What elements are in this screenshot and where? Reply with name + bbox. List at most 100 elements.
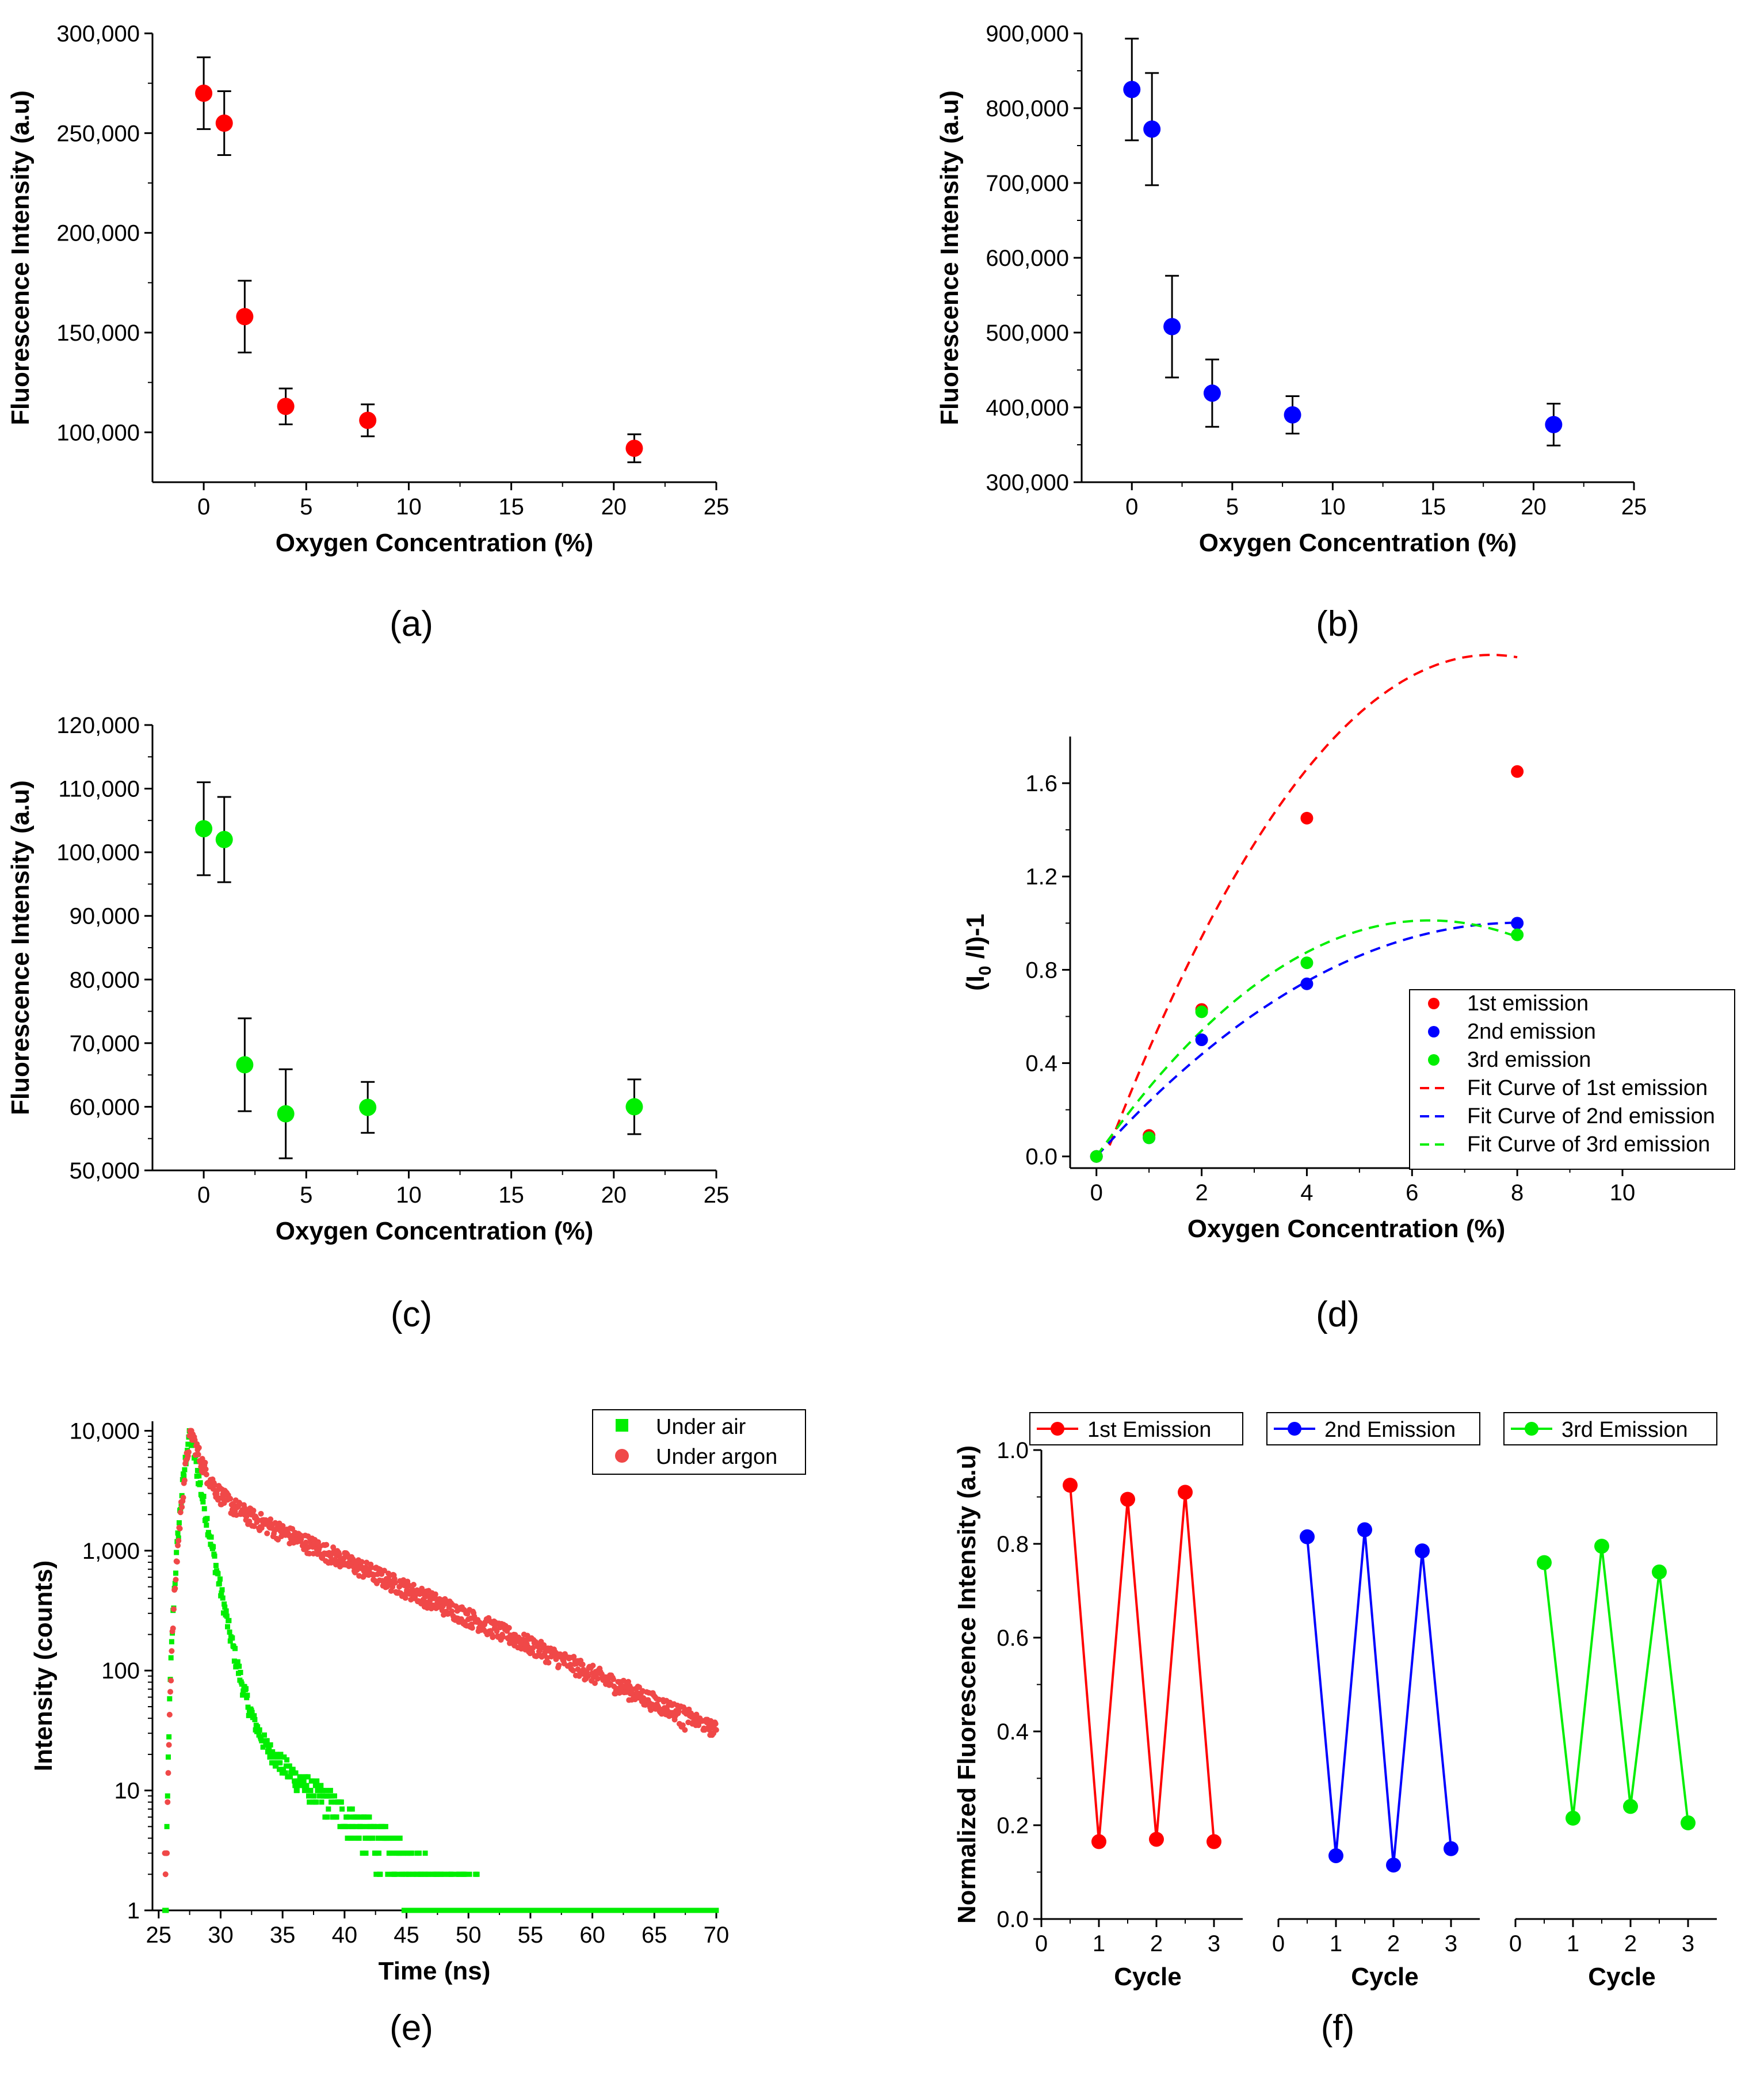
y-axis-title: Normalized Fluorescence Intensity (a.u) [953,1445,981,1924]
data-point [168,1655,174,1661]
data-point [306,1550,312,1556]
data-point [267,1754,273,1760]
x-tick-label: 70 [704,1922,730,1948]
data-point [1149,1832,1164,1847]
data-point [1091,1834,1106,1849]
data-point [167,1689,174,1695]
data-point [261,1732,267,1738]
data-point [408,1851,414,1856]
data-point [334,1814,339,1820]
data-point [490,1634,496,1641]
data-point [227,1629,232,1635]
data-point [219,1587,225,1593]
data-point [197,1480,203,1486]
data-point [385,1871,391,1877]
data-point [169,1648,175,1654]
x-tick-label: 2 [1624,1931,1637,1956]
data-point [287,1763,292,1769]
legend-label: Under argon [656,1445,777,1469]
panel-d: 0 2 4 6 8 10 0.0 0.4 0.8 1.2 1.6 Oxygen Concentrati… [961,654,1735,1243]
data-point [236,1056,254,1074]
y-tick-label: 150,000 [56,321,140,346]
panel-f: 0.0 0.2 0.4 0.6 0.8 1.0 Normalized Fluorescenc… [953,1412,1717,1991]
y-tick-label: 0.4 [1025,1051,1057,1077]
legend-box [1503,1412,1717,1445]
data-point [360,1851,365,1856]
data-point [1566,1810,1580,1826]
data-point [304,1788,310,1794]
data-point [164,1850,170,1856]
legend-marker [1051,1422,1064,1436]
data-point [402,1907,408,1913]
data-point [300,1783,306,1788]
data-point [246,1712,251,1718]
data-point [281,1754,287,1760]
data-point [172,1585,178,1592]
series-line [1069,1485,1215,1842]
data-point [298,1778,304,1784]
data-point [170,1625,176,1631]
x-tick-label: 30 [208,1922,234,1948]
data-point [375,1836,381,1841]
x-tick-label: 5 [1226,494,1239,520]
x-axis-title: Cycle [1114,1963,1181,1991]
x-tick-label: 10 [396,494,422,520]
x-tick-label: 10 [1320,494,1346,520]
data-point [175,1538,182,1544]
x-tick-label: 3 [1445,1931,1457,1956]
x-tick-label: 50 [456,1922,482,1948]
data-point [230,1635,235,1641]
data-point [165,1793,170,1799]
y-tick-label: 400,000 [986,395,1069,421]
data-point [175,1530,181,1536]
x-tick-label: 0 [197,494,210,520]
legend-marker [1428,998,1440,1009]
data-point [326,1806,331,1812]
data-point [186,1449,192,1455]
data-point [682,1727,688,1733]
x-tick-label: 15 [498,1182,524,1208]
data-point [193,1459,199,1464]
data-point [208,1534,214,1540]
panel-a-label: (a) [390,604,433,644]
data-point [410,1581,417,1588]
data-point [166,1711,173,1718]
x-tick-label: 5 [300,1182,312,1208]
data-point [713,1907,719,1913]
data-point [270,1749,276,1754]
data-point [168,1677,174,1684]
y-tick-label: 90,000 [70,904,140,929]
data-point [284,1757,290,1762]
data-point [359,411,377,429]
x-tick-label: 0 [1090,1180,1103,1205]
data-point [279,1770,285,1776]
data-point [213,1563,219,1569]
legend-label: 1st emission [1467,991,1589,1016]
data-point [162,1871,169,1878]
data-point [1120,1491,1135,1507]
data-point [270,1754,276,1760]
data-point [246,1519,253,1525]
data-point [373,1871,379,1877]
data-point [293,1770,299,1776]
data-point [679,1722,686,1729]
data-point [453,1603,459,1609]
data-point [1063,1478,1078,1493]
data-point [329,1793,335,1799]
data-point [592,1680,598,1687]
data-point [185,1441,191,1447]
data-point [1415,1543,1430,1559]
fit-curve [1108,654,1518,1146]
data-point [231,1658,237,1664]
data-point [1206,1834,1221,1849]
data-point [272,1760,277,1766]
data-point [375,1823,380,1829]
data-point [402,1595,408,1601]
data-point [164,1823,170,1829]
data-point [278,1752,284,1757]
y-tick-label: 0.0 [1025,1144,1057,1170]
data-point [1123,81,1141,98]
data-point [264,1530,270,1536]
data-point [180,1494,186,1501]
x-axis-title: Oxygen Concentration (%) [276,529,594,557]
